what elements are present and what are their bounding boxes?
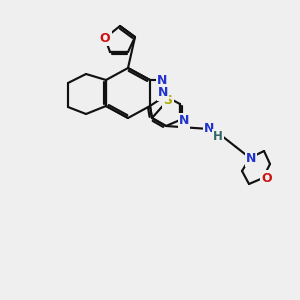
Text: O: O (262, 172, 272, 184)
Text: H: H (213, 130, 223, 143)
Text: N: N (158, 86, 168, 100)
Text: S: S (164, 94, 172, 106)
Text: N: N (246, 152, 256, 166)
Text: N: N (157, 74, 167, 86)
Text: N: N (179, 115, 189, 128)
Text: N: N (204, 122, 214, 136)
Text: O: O (100, 32, 110, 44)
